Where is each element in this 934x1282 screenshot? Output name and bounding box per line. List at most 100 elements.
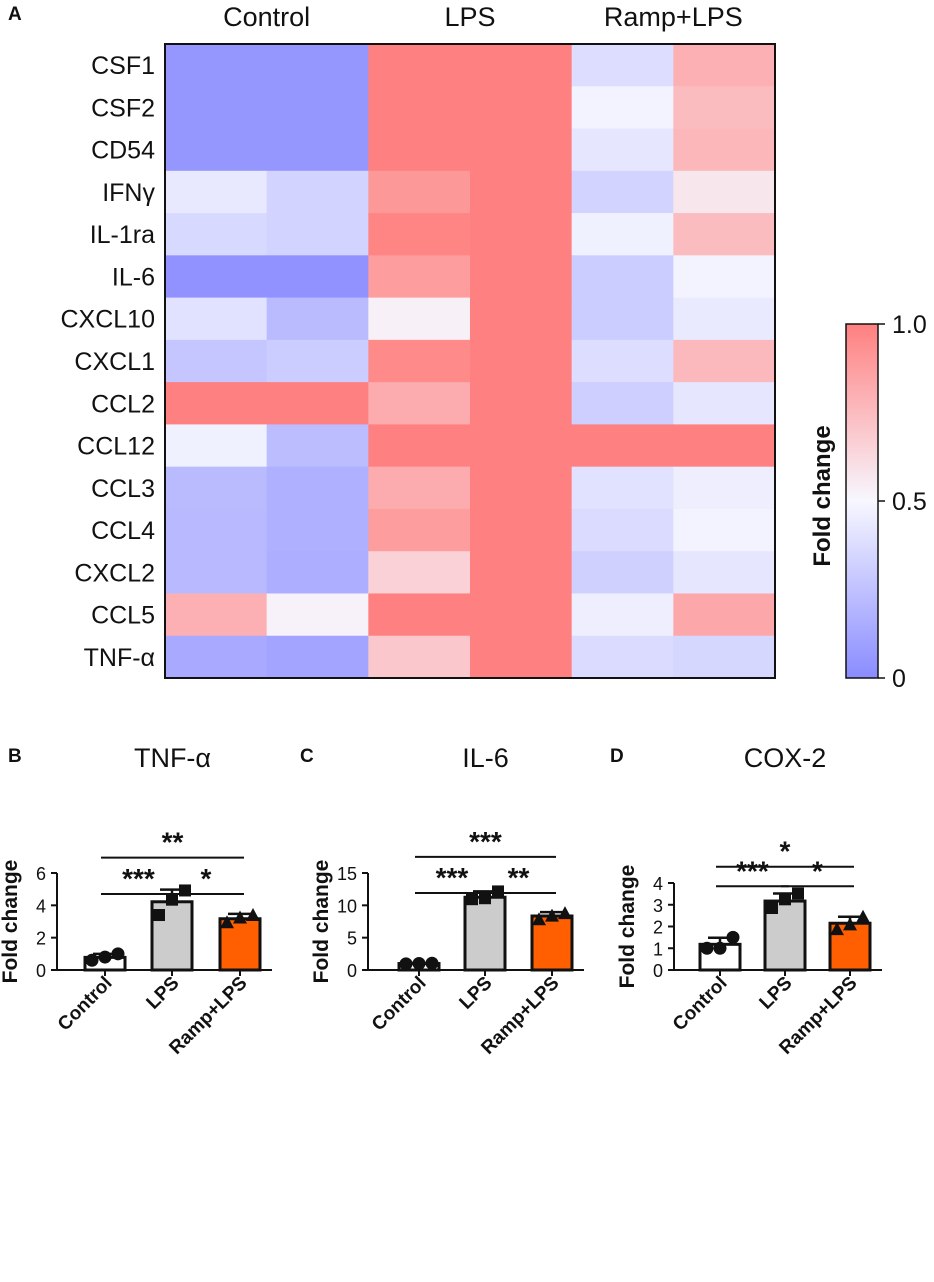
heatmap-cell-csf2-6 <box>673 86 776 130</box>
heatmap-cell-il-1ra-6 <box>673 213 776 256</box>
heatmap-cell-cd54-1 <box>165 128 268 172</box>
colorbar-label-low: 0 <box>892 665 906 693</box>
heatmap-cells <box>165 44 776 679</box>
heatmap-cell-ccl12-1 <box>165 424 268 468</box>
heatmap-cell-il-6-5 <box>571 255 674 299</box>
heatmap-cell-cxcl2-2 <box>266 551 369 595</box>
colorbar-title: Fold change <box>809 425 836 566</box>
significance-label-2: ** <box>508 862 530 893</box>
heatmap-cell-ccl4-2 <box>266 508 369 552</box>
column-label-lps: LPS <box>444 2 495 32</box>
heatmap-cell-ifn-5 <box>571 170 674 214</box>
heatmap-cell-cxcl1-3 <box>368 339 471 383</box>
significance-label-1: *** <box>436 862 469 893</box>
heatmap-cell-tnf-1 <box>165 635 268 679</box>
data-point-ramp-lps-2 <box>233 910 247 924</box>
heatmap-cell-csf1-2 <box>266 44 369 87</box>
data-point-control-1 <box>399 957 413 971</box>
heatmap-cell-tnf-2 <box>266 635 369 679</box>
significance-label-1: *** <box>122 863 155 894</box>
heatmap-cell-ccl12-2 <box>266 424 369 468</box>
data-point-control-2 <box>412 957 426 971</box>
data-point-lps-2 <box>479 892 491 905</box>
heatmap-cell-cxcl2-3 <box>368 551 471 595</box>
heatmap-cell-il-1ra-3 <box>368 213 471 256</box>
heatmap-column-labels: Control LPS Ramp+LPS <box>223 2 743 32</box>
panel-letter-d: D <box>610 746 624 767</box>
colorbar-label-mid: 0.5 <box>892 488 927 516</box>
heatmap-cell-tnf-6 <box>673 635 776 679</box>
heatmap-cell-il-6-2 <box>266 255 369 299</box>
panel-letter-a: A <box>8 4 22 25</box>
heatmap-cell-cxcl10-3 <box>368 297 471 341</box>
significance-label-2: * <box>201 863 212 894</box>
heatmap-cell-ifn-3 <box>368 170 471 214</box>
row-label-csf1: CSF1 <box>91 52 155 80</box>
heatmap-cell-csf2-5 <box>571 86 674 130</box>
heatmap-border <box>164 43 776 679</box>
row-label-ccl2: CCL2 <box>91 390 155 418</box>
heatmap-cell-ccl5-4 <box>470 593 573 637</box>
y-tick-label-1: 5 <box>347 929 357 949</box>
row-label-ccl3: CCL3 <box>91 475 155 503</box>
data-point-control-1 <box>85 953 99 967</box>
heatmap-cell-cd54-4 <box>470 128 573 172</box>
heatmap-cell-csf1-1 <box>165 44 268 87</box>
heatmap-cell-cxcl2-6 <box>673 551 776 595</box>
heatmap-cell-ccl4-6 <box>673 508 776 552</box>
y-tick-label-2: 2 <box>653 918 663 938</box>
heatmap-cell-cxcl10-2 <box>266 297 369 341</box>
row-label-cxcl2: CXCL2 <box>74 559 155 587</box>
data-point-lps-2 <box>166 893 178 906</box>
chart-title-il-6: IL-6 <box>462 743 509 773</box>
panel-letter-c: C <box>300 746 314 767</box>
data-point-ramp-lps-2 <box>843 917 857 931</box>
heatmap-cell-il-6-3 <box>368 255 471 299</box>
row-label-il-1ra: IL-1ra <box>90 221 155 249</box>
y-axis-title: Fold change <box>616 865 639 989</box>
data-point-control-3 <box>111 947 125 961</box>
y-tick-label-2: 4 <box>36 896 46 916</box>
heatmap-cell-csf1-4 <box>470 44 573 87</box>
heatmap-cell-ifn-6 <box>673 170 776 214</box>
y-tick-label-4: 4 <box>653 874 663 894</box>
x-tick-label-lps: LPS <box>756 973 797 1014</box>
y-tick-label-2: 10 <box>337 896 357 916</box>
heatmap-cell-il-6-4 <box>470 255 573 299</box>
significance-label-3: ** <box>162 827 184 858</box>
x-tick-label-lps: LPS <box>143 973 184 1014</box>
heatmap-cell-ifn-4 <box>470 170 573 214</box>
heatmap-cell-csf1-5 <box>571 44 674 87</box>
heatmap-cell-ccl4-1 <box>165 508 268 552</box>
heatmap-cell-ccl2-2 <box>266 382 369 425</box>
row-label-ccl5: CCL5 <box>91 602 155 630</box>
heatmap-cell-cxcl1-4 <box>470 339 573 383</box>
heatmap-cell-cxcl10-6 <box>673 297 776 341</box>
significance-label-2: * <box>812 855 823 886</box>
heatmap-cell-ccl3-1 <box>165 466 268 510</box>
data-point-ramp-lps-3 <box>558 906 572 920</box>
heatmap-cell-ccl2-6 <box>673 382 776 425</box>
row-label-il-6: IL-6 <box>112 263 155 291</box>
heatmap-cell-csf1-3 <box>368 44 471 87</box>
data-point-ramp-lps-1 <box>532 912 546 926</box>
heatmap-cell-cxcl10-5 <box>571 297 674 341</box>
heatmap-cell-ccl12-6 <box>673 424 776 468</box>
data-point-control-3 <box>726 930 740 944</box>
significance-label-1: *** <box>736 855 769 886</box>
data-point-lps-1 <box>153 909 165 922</box>
column-label-control: Control <box>223 2 310 32</box>
data-point-control-2 <box>713 941 727 955</box>
x-tick-label-control: Control <box>669 973 732 1036</box>
heatmap-cell-cxcl2-5 <box>571 551 674 595</box>
heatmap-cell-ccl2-4 <box>470 382 573 425</box>
heatmap-cell-cd54-5 <box>571 128 674 172</box>
colorbar: 1.0 0.5 0 Fold change <box>809 311 927 693</box>
heatmap-cell-il-1ra-1 <box>165 213 268 256</box>
y-tick-label-3: 6 <box>36 864 46 884</box>
heatmap-cell-ccl5-1 <box>165 593 268 637</box>
heatmap-cell-tnf-4 <box>470 635 573 679</box>
colorbar-label-high: 1.0 <box>892 311 927 339</box>
